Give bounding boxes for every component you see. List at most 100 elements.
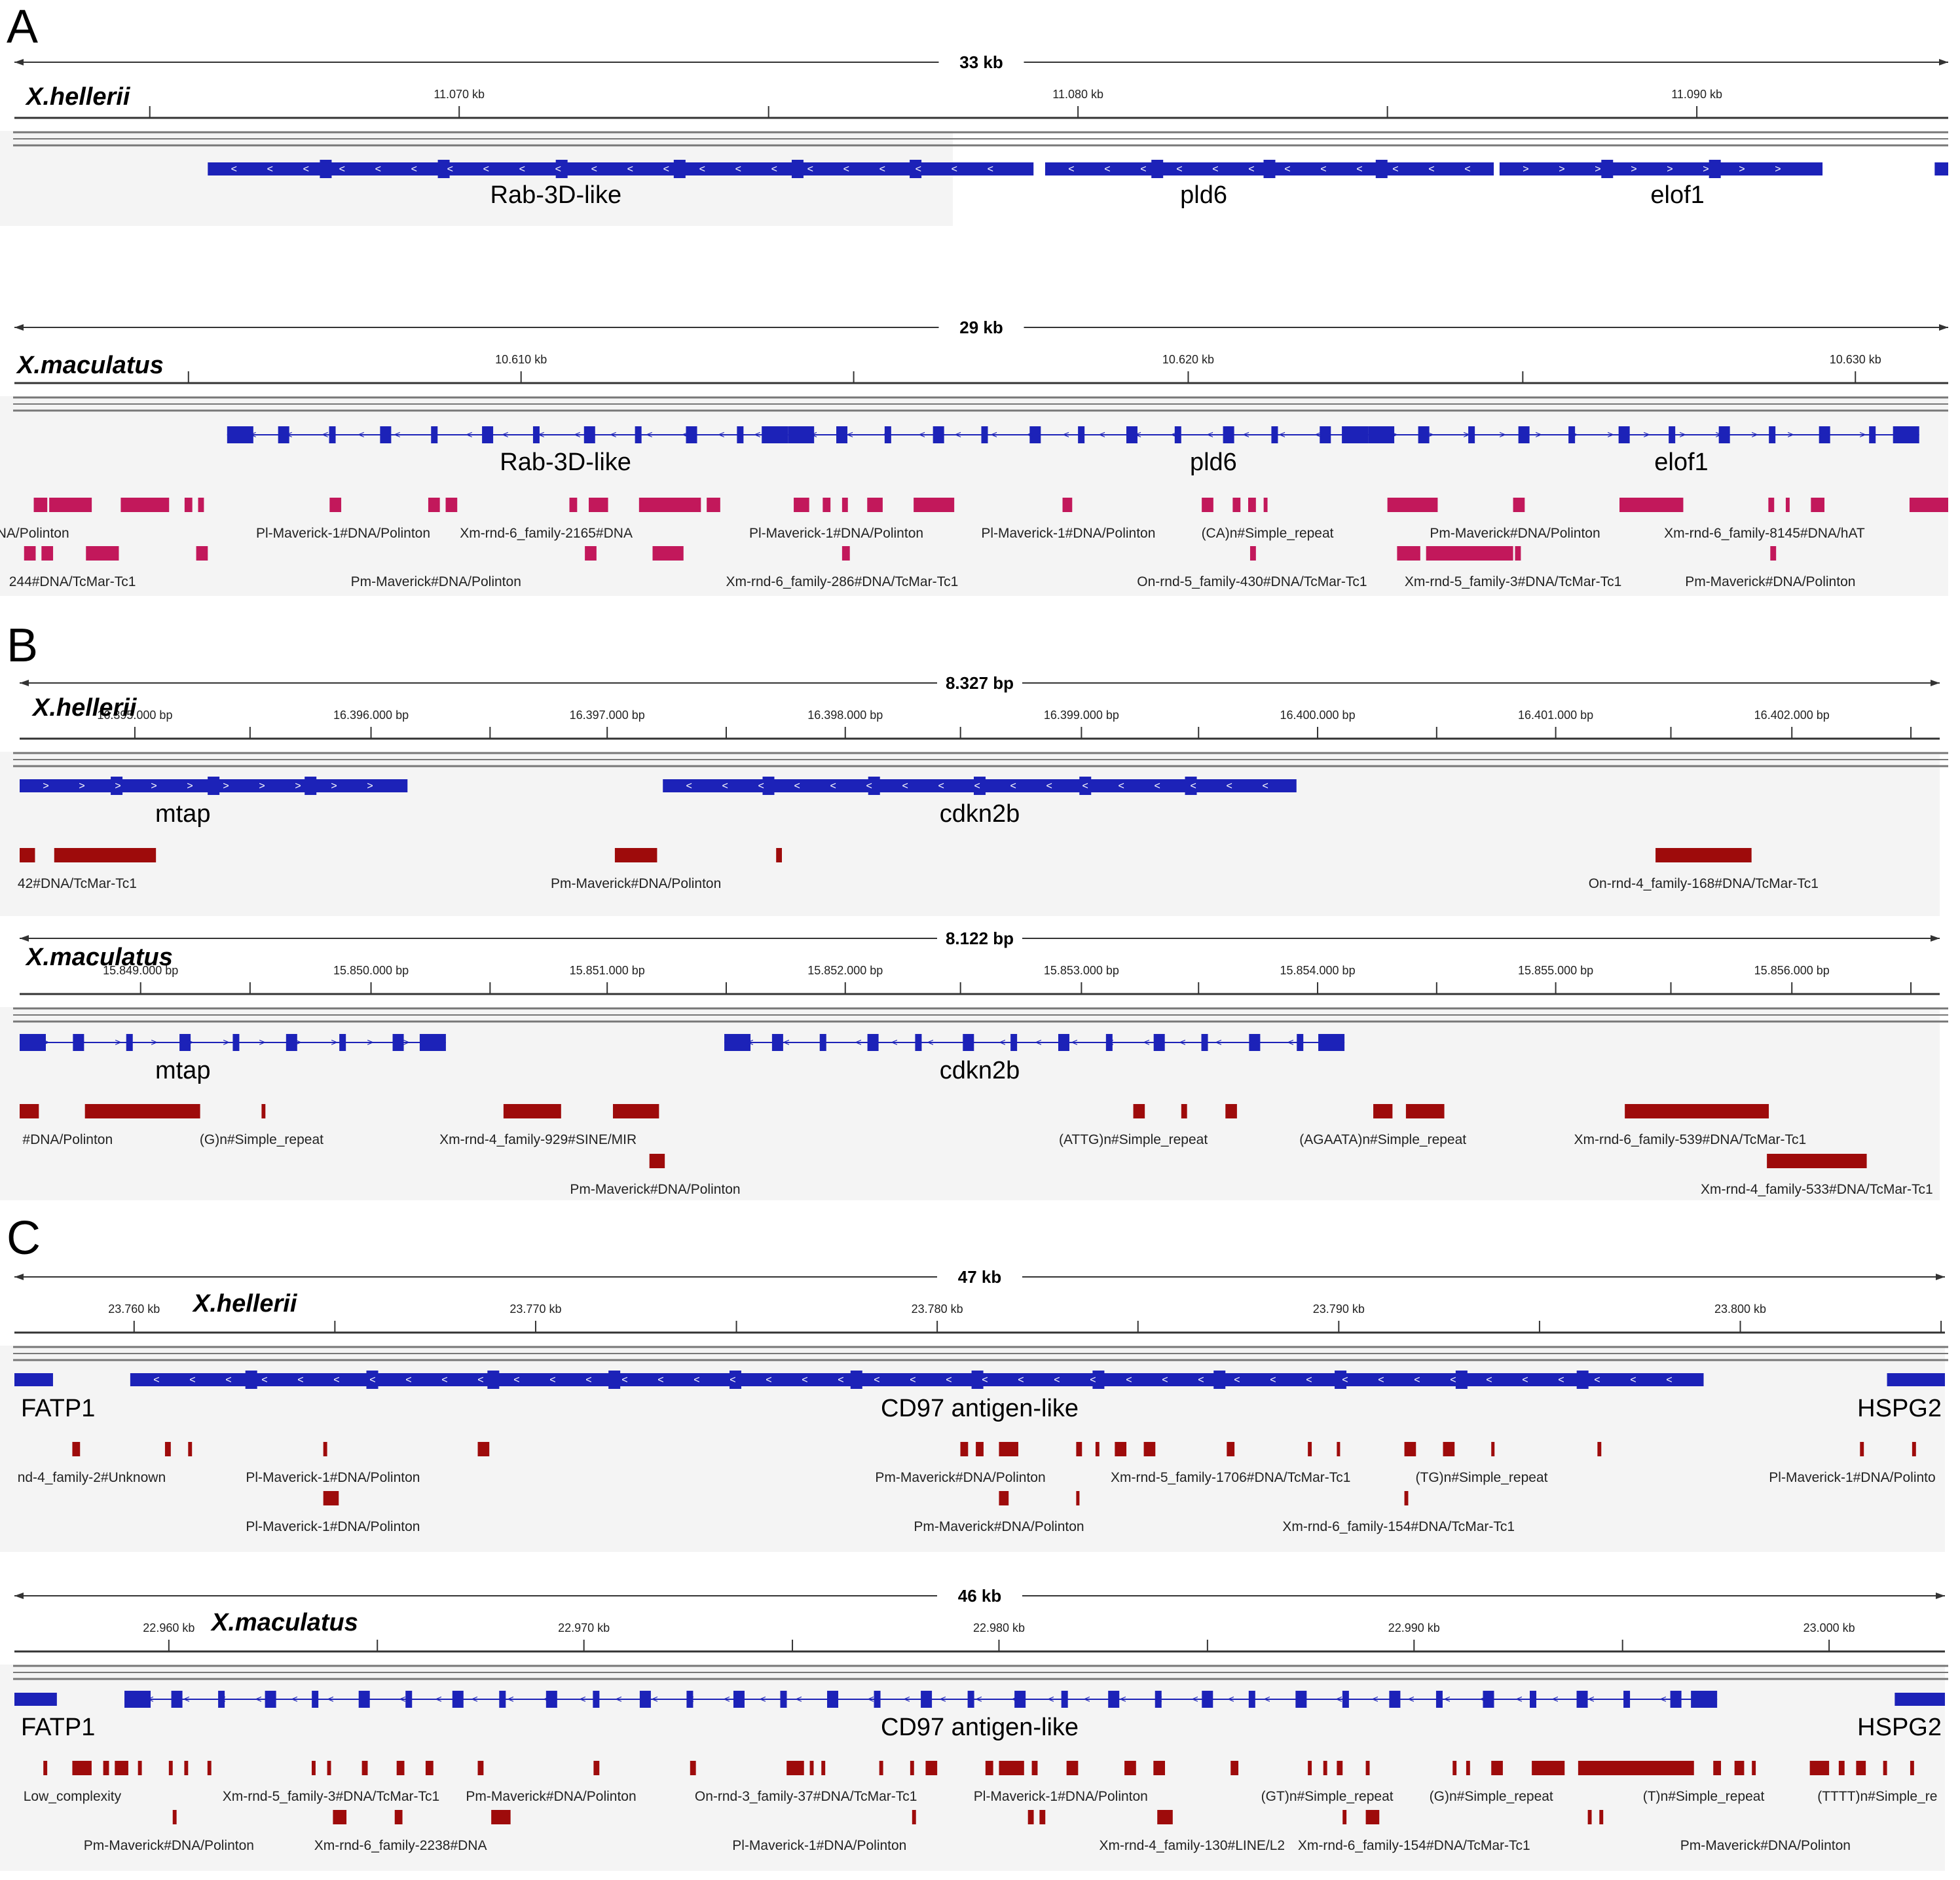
repeat-element[interactable] <box>1491 1761 1503 1775</box>
repeat-element[interactable] <box>1809 1761 1830 1775</box>
repeat-element[interactable] <box>49 498 92 512</box>
gene-mtap[interactable]: > > > > > > > > > > > mtap <box>20 1034 446 1084</box>
repeat-element[interactable] <box>43 1761 48 1775</box>
repeat-element[interactable] <box>184 498 193 512</box>
repeat-element[interactable] <box>1337 1442 1341 1456</box>
repeat-element[interactable] <box>1115 1442 1127 1456</box>
repeat-element[interactable] <box>1770 546 1777 561</box>
repeat-element[interactable] <box>72 1761 92 1775</box>
repeat-element[interactable] <box>1027 1810 1034 1824</box>
repeat-element[interactable] <box>425 1761 434 1775</box>
repeat-element[interactable] <box>1181 1104 1187 1118</box>
repeat-element[interactable] <box>323 1442 327 1456</box>
repeat-element[interactable] <box>809 1761 814 1775</box>
repeat-element[interactable] <box>1466 1761 1470 1775</box>
gene-cdkn2b[interactable]: < < < < < < < < < < < < < < < < cdkn2b <box>724 1034 1345 1084</box>
repeat-element[interactable] <box>1910 1761 1914 1775</box>
repeat-element[interactable] <box>1365 1761 1370 1775</box>
repeat-element[interactable] <box>1387 498 1438 512</box>
gene-fatp1[interactable]: FATP1 <box>14 1693 95 1741</box>
repeat-element[interactable] <box>1811 498 1825 512</box>
repeat-element[interactable] <box>1249 546 1256 561</box>
repeat-element[interactable] <box>323 1491 339 1505</box>
repeat-element[interactable] <box>1883 1761 1887 1775</box>
repeat-element[interactable] <box>1133 1104 1145 1118</box>
repeat-element[interactable] <box>477 1442 490 1456</box>
repeat-element[interactable] <box>841 498 848 512</box>
repeat-element[interactable] <box>503 1104 561 1118</box>
repeat-element[interactable] <box>690 1761 696 1775</box>
repeat-element[interactable] <box>207 1761 212 1775</box>
gene-hspg2[interactable]: HSPG2 <box>1857 1693 1945 1741</box>
repeat-element[interactable] <box>445 498 458 512</box>
repeat-element[interactable] <box>72 1442 81 1456</box>
repeat-element[interactable] <box>396 1761 405 1775</box>
repeat-element[interactable] <box>585 546 597 561</box>
gene-cd97-antigen-like[interactable]: < < < < < < < < < < < < < < < < < < < < < < < < < < < < < < < < < < < < < < < <… <box>130 1371 1704 1422</box>
repeat-element[interactable] <box>1202 498 1213 512</box>
repeat-element[interactable] <box>999 1442 1018 1456</box>
repeat-element[interactable] <box>1599 1810 1604 1824</box>
repeat-element[interactable] <box>1587 1810 1592 1824</box>
repeat-element[interactable] <box>1076 1442 1082 1456</box>
gene-cdkn2b[interactable]: < < < < < < < < < < < < < < < < < cdkn2b <box>663 777 1297 828</box>
repeat-element[interactable] <box>649 1154 665 1168</box>
gene-pld6[interactable]: < < < < < < < < < < < < pld6 <box>1045 160 1494 209</box>
repeat-element[interactable] <box>1578 1761 1694 1775</box>
repeat-element[interactable] <box>1337 1761 1343 1775</box>
repeat-element[interactable] <box>914 498 955 512</box>
repeat-element[interactable] <box>1124 1761 1136 1775</box>
repeat-element[interactable] <box>707 498 720 512</box>
repeat-element[interactable] <box>1157 1810 1173 1824</box>
repeat-element[interactable] <box>1734 1761 1745 1775</box>
repeat-element[interactable] <box>1323 1761 1327 1775</box>
repeat-element[interactable] <box>1452 1761 1457 1775</box>
repeat-element[interactable] <box>1860 1442 1864 1456</box>
repeat-element[interactable] <box>1513 498 1525 512</box>
repeat-element[interactable] <box>261 1104 266 1118</box>
repeat-element[interactable] <box>20 848 35 862</box>
repeat-element[interactable] <box>1752 1761 1756 1775</box>
repeat-element[interactable] <box>1227 1442 1235 1456</box>
repeat-element[interactable] <box>1143 1442 1156 1456</box>
repeat-element[interactable] <box>638 498 701 512</box>
repeat-element[interactable] <box>794 498 809 512</box>
repeat-element[interactable] <box>115 1761 128 1775</box>
repeat-element[interactable] <box>333 1810 347 1824</box>
repeat-element[interactable] <box>196 546 208 561</box>
repeat-element[interactable] <box>361 1761 368 1775</box>
repeat-element[interactable] <box>84 1104 200 1118</box>
repeat-element[interactable] <box>614 848 657 862</box>
repeat-element[interactable] <box>912 1810 916 1824</box>
repeat-element[interactable] <box>960 1442 969 1456</box>
repeat-element[interactable] <box>20 1104 39 1118</box>
repeat-element[interactable] <box>867 498 883 512</box>
repeat-element[interactable] <box>999 1491 1009 1505</box>
repeat-element[interactable] <box>1768 498 1775 512</box>
repeat-element[interactable] <box>1856 1761 1866 1775</box>
repeat-element[interactable] <box>138 1761 142 1775</box>
repeat-element[interactable] <box>1404 1442 1416 1456</box>
repeat-element[interactable] <box>329 498 342 512</box>
gene-mtap[interactable]: > > > > > > > > > > mtap <box>20 777 408 828</box>
repeat-element[interactable] <box>1397 546 1420 561</box>
gene-fatp1[interactable]: FATP1 <box>14 1373 95 1422</box>
repeat-element[interactable] <box>1625 1104 1769 1118</box>
repeat-element[interactable] <box>1909 498 1948 512</box>
repeat-element[interactable] <box>910 1761 914 1775</box>
repeat-element[interactable] <box>1373 1104 1393 1118</box>
repeat-element[interactable] <box>1912 1442 1916 1456</box>
repeat-element[interactable] <box>841 546 850 561</box>
repeat-element[interactable] <box>976 1442 984 1456</box>
repeat-element[interactable] <box>33 498 48 512</box>
repeat-element[interactable] <box>198 498 204 512</box>
repeat-element[interactable] <box>1655 848 1752 862</box>
repeat-element[interactable] <box>1491 1442 1495 1456</box>
repeat-element[interactable] <box>428 498 440 512</box>
repeat-element[interactable] <box>1404 1491 1409 1505</box>
repeat-element[interactable] <box>1443 1442 1455 1456</box>
repeat-element[interactable] <box>1076 1491 1080 1505</box>
repeat-element[interactable] <box>1225 1104 1237 1118</box>
gene-rab-3d-like[interactable]: < < < < < < < < < < < < < < < < < < < < < < Rab-3D-like <box>208 160 1034 209</box>
repeat-element[interactable] <box>1426 546 1513 561</box>
